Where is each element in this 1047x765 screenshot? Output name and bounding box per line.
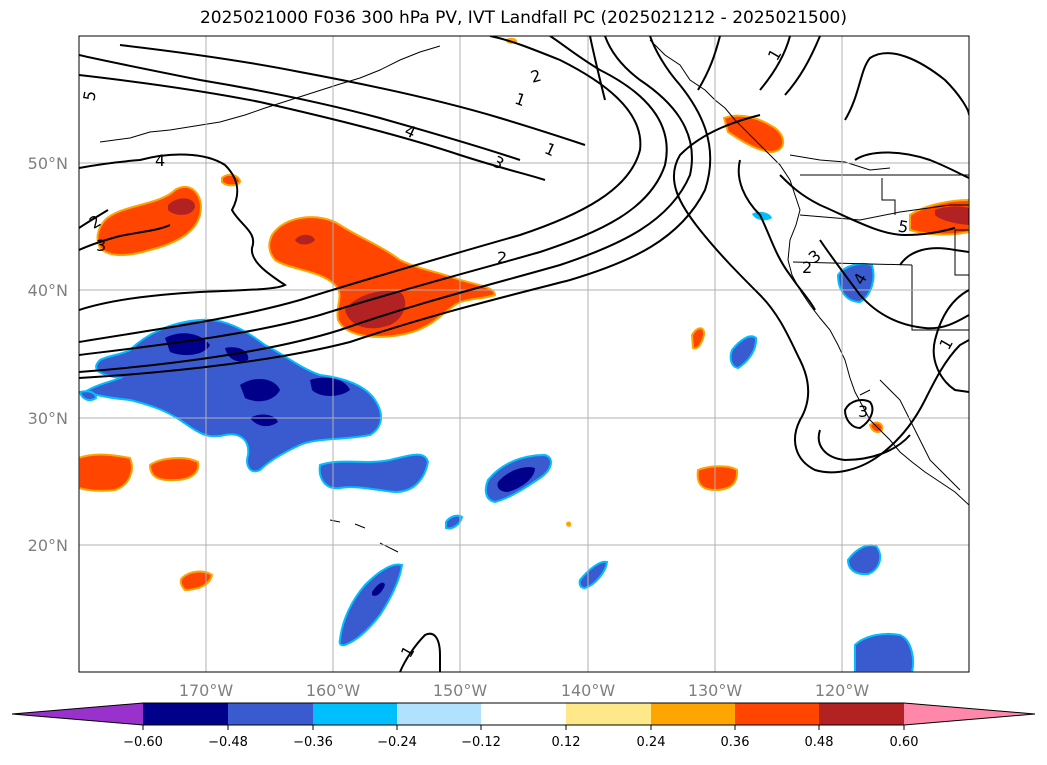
- colorbar: −0.60 −0.48 −0.36 −0.24 −0.12 0.12 0.24 …: [11, 702, 1036, 750]
- contour-label: 2: [529, 66, 544, 87]
- lat-label-20: 20°N: [28, 536, 68, 555]
- colorbar-extend-left: [12, 703, 143, 725]
- map-title: 2025021000 F036 300 hPa PV, IVT Landfall…: [199, 8, 847, 28]
- lat-label-30: 30°N: [28, 409, 68, 428]
- colorbar-tick-label: −0.60: [123, 735, 163, 750]
- contour-label: 5: [79, 89, 99, 102]
- colorbar-tick-label: 0.60: [890, 735, 919, 750]
- lon-label-120w: 120°W: [815, 681, 870, 700]
- map-area: 5 4 2 3 1 2 1 4 3 1 2 3 2 4 5 1 3 1: [79, 36, 969, 672]
- colorbar-segment: [313, 703, 397, 725]
- lon-axis-labels: 170°W 160°W 150°W 140°W 130°W 120°W: [179, 681, 870, 700]
- lon-label-140w: 140°W: [561, 681, 616, 700]
- positive-anomaly-shading: [79, 37, 969, 592]
- contour-label: 3: [858, 402, 868, 421]
- colorbar-tick-label: −0.12: [461, 735, 501, 750]
- ivt-contours: [79, 36, 969, 672]
- colorbar-segment: [481, 703, 566, 725]
- colorbar-segment: [819, 703, 904, 725]
- colorbar-tick-label: −0.24: [377, 735, 417, 750]
- colorbar-segment: [143, 703, 228, 725]
- colorbar-tick-label: −0.48: [208, 735, 248, 750]
- negative-anomaly-shading: [79, 211, 915, 672]
- lon-label-130w: 130°W: [688, 681, 743, 700]
- lat-axis-labels: 20°N 30°N 40°N 50°N: [28, 154, 68, 555]
- contour-label: 4: [155, 151, 165, 170]
- lat-label-50: 50°N: [28, 154, 68, 173]
- colorbar-segment: [735, 703, 819, 725]
- coastlines: [99, 39, 969, 553]
- colorbar-tick-label: 0.48: [805, 735, 834, 750]
- lon-label-150w: 150°W: [433, 681, 488, 700]
- colorbar-extend-right: [904, 703, 1035, 725]
- map-frame: [78, 35, 970, 673]
- contour-label: 2: [802, 258, 812, 277]
- colorbar-tick-marks: [142, 725, 905, 730]
- colorbar-segment: [566, 703, 651, 725]
- contour-label: 5: [896, 216, 909, 236]
- colorbar-tick-label: −0.36: [293, 735, 333, 750]
- colorbar-segment: [651, 703, 735, 725]
- colorbar-segment: [397, 703, 481, 725]
- contour-label: 2: [497, 248, 507, 267]
- colorbar-segment: [228, 703, 313, 725]
- colorbar-tick-label: 0.24: [637, 735, 666, 750]
- lat-label-40: 40°N: [28, 281, 68, 300]
- colorbar-tick-label: 0.12: [552, 735, 581, 750]
- contour-label: 3: [96, 236, 106, 255]
- lon-label-170w: 170°W: [179, 681, 234, 700]
- lon-label-160w: 160°W: [306, 681, 361, 700]
- colorbar-tick-label: 0.36: [721, 735, 750, 750]
